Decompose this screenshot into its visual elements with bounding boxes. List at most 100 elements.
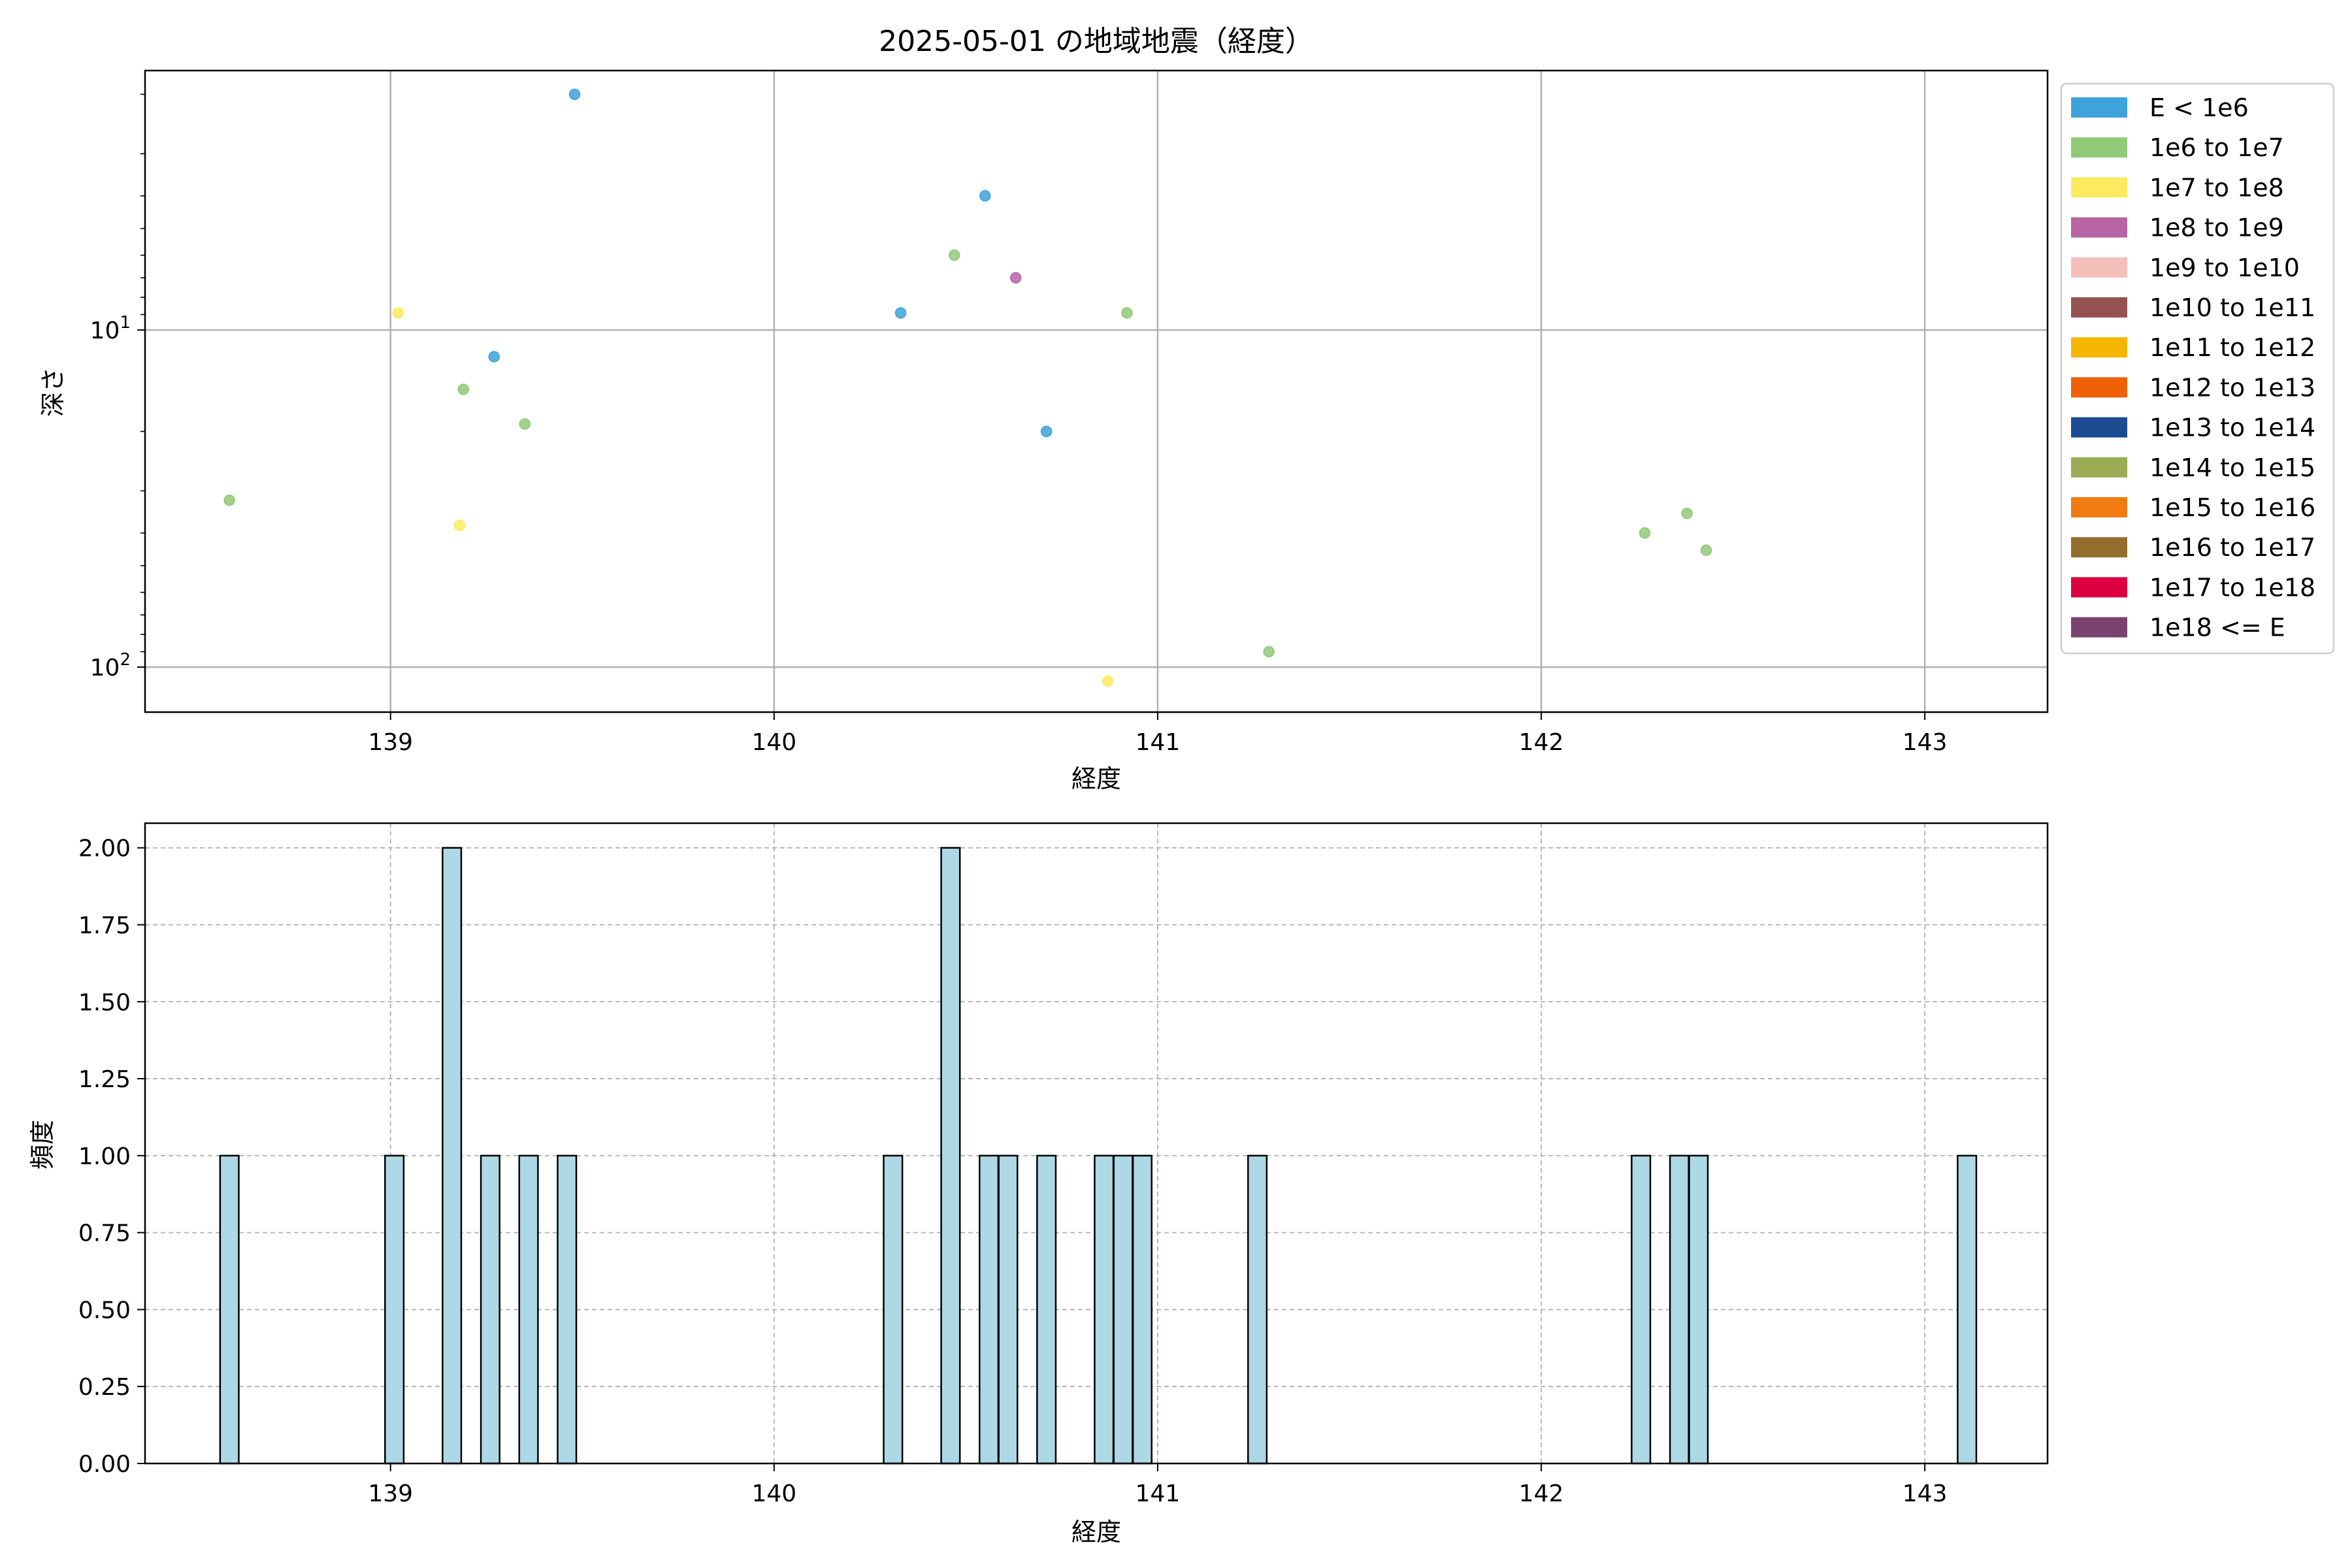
histogram-plot-frame <box>144 822 2049 1465</box>
histogram-y-ticks: 0.00 0.25 0.50 0.75 1.00 1.25 1.50 1.75 2.00 <box>78 836 145 1478</box>
histogram-y-tick-label: 1.00 <box>78 1143 131 1170</box>
histogram-y-tick-label: 0.50 <box>78 1297 131 1324</box>
legend-swatch <box>2071 97 2127 118</box>
histogram-x-tick-label: 140 <box>751 1480 796 1507</box>
histogram-bar <box>518 1154 539 1465</box>
histogram-bar <box>979 1154 1000 1465</box>
legend-entry-label: 1e11 to 1e12 <box>2149 333 2315 362</box>
scatter-point <box>1102 675 1114 687</box>
histogram-bar <box>442 847 463 1465</box>
scatter-point <box>1263 645 1275 658</box>
histogram-x-tick-label: 141 <box>1135 1480 1181 1507</box>
histogram-bar <box>1247 1154 1268 1465</box>
scatter-x-tick-label: 142 <box>1519 729 1564 756</box>
histogram-x-tick-label: 139 <box>368 1480 413 1507</box>
scatter-point <box>1639 527 1651 539</box>
legend-swatch <box>2071 297 2127 318</box>
legend-swatch <box>2071 217 2127 238</box>
histogram-bar <box>219 1154 240 1465</box>
scatter-grid <box>145 71 2048 712</box>
scatter-title: 2025-05-01 の地域地震（経度） <box>879 25 1314 58</box>
scatter-point <box>457 384 470 395</box>
legend-entry-label: 1e13 to 1e14 <box>2149 414 2315 442</box>
histogram-y-tick-label: 0.25 <box>78 1374 131 1401</box>
histogram-bar <box>1669 1154 1690 1465</box>
scatter-point <box>1681 508 1693 519</box>
scatter-plot-frame <box>144 69 2049 713</box>
scatter-point <box>1009 272 1022 284</box>
scatter-point <box>488 351 500 363</box>
legend-entry-label: 1e8 to 1e9 <box>2149 214 2284 242</box>
legend-swatch <box>2071 137 2127 158</box>
scatter-x-ticks: 139 140 141 142 143 <box>368 712 1947 756</box>
histogram-y-tick-label: 1.25 <box>78 1066 131 1093</box>
legend-frame <box>2060 82 2335 655</box>
scatter-y-tick-label: 101 <box>90 313 131 344</box>
legend-entry-label: 1e17 to 1e18 <box>2149 573 2315 602</box>
scatter-x-label: 経度 <box>1071 764 1121 793</box>
histogram-bar <box>384 1154 405 1465</box>
legend-swatch <box>2071 337 2127 358</box>
histogram-panel: 139 140 141 142 143 0.00 0.25 0.50 0.75 1.00 1.25… <box>28 822 2049 1546</box>
histogram-x-ticks: 139 140 141 142 143 <box>368 1463 1947 1507</box>
legend-swatch <box>2071 177 2127 198</box>
scatter-point <box>894 307 907 319</box>
legend-items: E < 1e6 1e6 to 1e7 1e7 to 1e8 1e8 to 1e9 1e9… <box>2071 93 2315 642</box>
scatter-x-tick-label: 140 <box>751 729 796 756</box>
scatter-point <box>1700 544 1712 556</box>
scatter-point <box>568 88 581 101</box>
scatter-point <box>519 418 531 430</box>
histogram-bar <box>1132 1154 1152 1465</box>
legend-swatch <box>2071 417 2127 438</box>
legend-entry-label: 1e18 <= E <box>2149 613 2285 642</box>
legend-entry-label: 1e14 to 1e15 <box>2149 453 2315 482</box>
histogram-bar <box>1631 1154 1652 1465</box>
scatter-y-label: 深さ <box>39 367 67 417</box>
legend-swatch <box>2071 537 2127 558</box>
histogram-y-tick-label: 1.50 <box>78 989 131 1016</box>
legend-entry-label: 1e12 to 1e13 <box>2149 373 2315 402</box>
histogram-bar <box>883 1154 904 1465</box>
scatter-point <box>453 519 466 532</box>
scatter-x-tick-label: 139 <box>368 729 413 756</box>
histogram-bar <box>1113 1154 1134 1465</box>
legend-entry-label: 1e16 to 1e17 <box>2149 533 2315 562</box>
legend-swatch <box>2071 457 2127 478</box>
histogram-y-tick-label: 0.75 <box>78 1220 131 1247</box>
histogram-bar <box>557 1154 578 1465</box>
legend-entry-label: 1e7 to 1e8 <box>2149 173 2284 202</box>
histogram-y-tick-label: 0.00 <box>78 1451 131 1478</box>
legend-entry-label: 1e9 to 1e10 <box>2149 253 2300 282</box>
legend-swatch <box>2071 497 2127 517</box>
histogram-bar <box>480 1154 500 1465</box>
histogram-bar <box>940 847 961 1465</box>
scatter-point <box>223 494 235 506</box>
legend-swatch <box>2071 617 2127 638</box>
scatter-x-tick-label: 143 <box>1903 729 1948 756</box>
scatter-y-tick-label: 102 <box>90 650 131 681</box>
histogram-y-tick-label: 1.75 <box>78 912 131 939</box>
legend-swatch <box>2071 377 2127 398</box>
legend-swatch <box>2071 577 2127 598</box>
scatter-y-ticks: 101 102 <box>90 313 145 681</box>
scatter-points <box>223 88 1712 687</box>
histogram-bar <box>1957 1154 1978 1465</box>
histogram-x-tick-label: 142 <box>1519 1480 1564 1507</box>
scatter-point <box>979 190 991 202</box>
legend-entry-label: 1e15 to 1e16 <box>2149 493 2315 522</box>
histogram-bar <box>1688 1154 1709 1465</box>
scatter-x-tick-label: 141 <box>1135 729 1181 756</box>
scatter-point <box>1121 307 1133 319</box>
legend-swatch <box>2071 257 2127 278</box>
histogram-x-label: 経度 <box>1071 1518 1121 1546</box>
scatter-point <box>949 249 960 261</box>
histogram-bar <box>998 1154 1019 1465</box>
histogram-bar <box>1094 1154 1115 1465</box>
legend-entry-label: E < 1e6 <box>2149 93 2249 122</box>
legend-entry-label: 1e10 to 1e11 <box>2149 293 2315 322</box>
histogram-y-label: 頻度 <box>28 1120 57 1169</box>
histogram-x-tick-label: 143 <box>1903 1480 1948 1507</box>
scatter-point <box>392 307 404 319</box>
histogram-bar <box>1036 1154 1057 1465</box>
